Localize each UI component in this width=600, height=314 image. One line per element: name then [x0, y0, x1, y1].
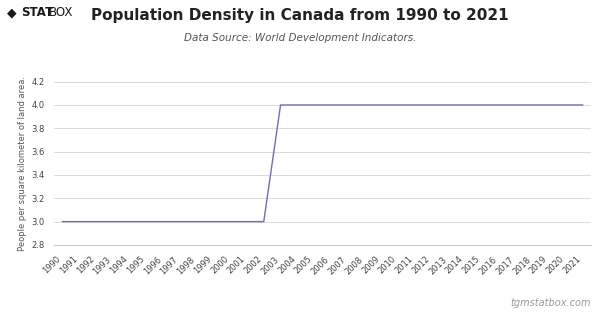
Text: ◆: ◆ [7, 6, 17, 19]
Text: STAT: STAT [21, 6, 53, 19]
Text: BOX: BOX [49, 6, 74, 19]
Text: Population Density in Canada from 1990 to 2021: Population Density in Canada from 1990 t… [91, 8, 509, 23]
Text: tgmstatbox.com: tgmstatbox.com [511, 298, 591, 308]
Text: Data Source: World Development Indicators.: Data Source: World Development Indicator… [184, 33, 416, 43]
Y-axis label: People per square kilometer of land area.: People per square kilometer of land area… [18, 76, 27, 251]
